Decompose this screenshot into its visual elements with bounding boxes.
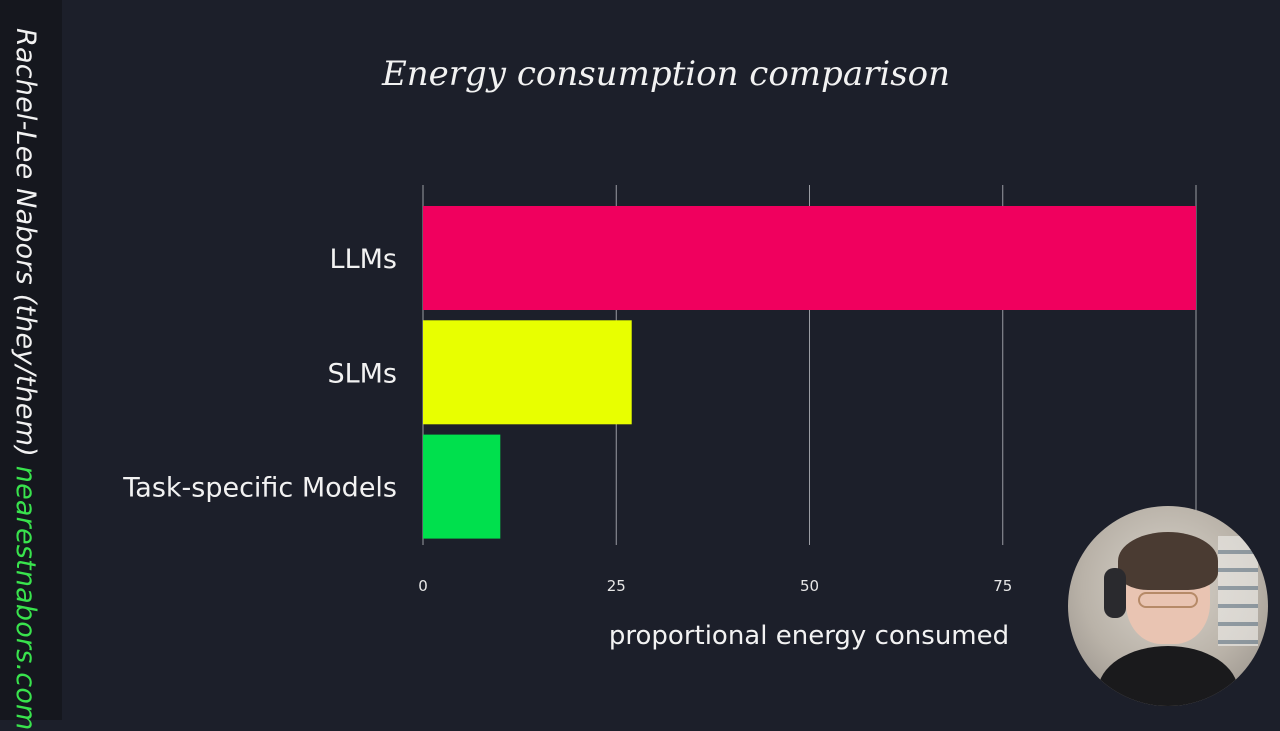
x-tick-label: 50: [800, 577, 819, 595]
category-labels: LLMs SLMs Task-specific Models: [122, 244, 397, 504]
x-tick-labels: 0 25 50 75: [418, 577, 1012, 595]
bar-llms: [423, 206, 1196, 310]
sidebar: Rachel-Lee Nabors (they/them) nearestnab…: [0, 0, 62, 731]
x-tick-label: 75: [993, 577, 1012, 595]
x-tick-label: 0: [418, 577, 428, 595]
chart-title: Energy consumption comparison: [381, 54, 951, 94]
category-label: SLMs: [327, 358, 397, 389]
category-label: Task-specific Models: [122, 473, 397, 504]
presenter-name: Rachel-Lee Nabors (they/them): [10, 28, 41, 457]
x-tick-label: 25: [607, 577, 626, 595]
presenter-webcam: [1068, 506, 1268, 706]
presenter-glasses: [1138, 592, 1198, 608]
background-shelf: [1218, 536, 1258, 646]
bar-task-specific-models: [423, 434, 501, 539]
presenter-website: nearestnabors.com: [10, 465, 41, 731]
bars: [423, 206, 1196, 539]
presenter-body: [1098, 646, 1238, 706]
presenter-hair: [1118, 532, 1218, 590]
presenter-credit: Rachel-Lee Nabors (they/them) nearestnab…: [10, 28, 41, 731]
category-label: LLMs: [330, 244, 397, 275]
bar-slms: [423, 320, 632, 425]
x-axis-label: proportional energy consumed: [609, 621, 1009, 651]
headset-icon: [1104, 568, 1126, 618]
